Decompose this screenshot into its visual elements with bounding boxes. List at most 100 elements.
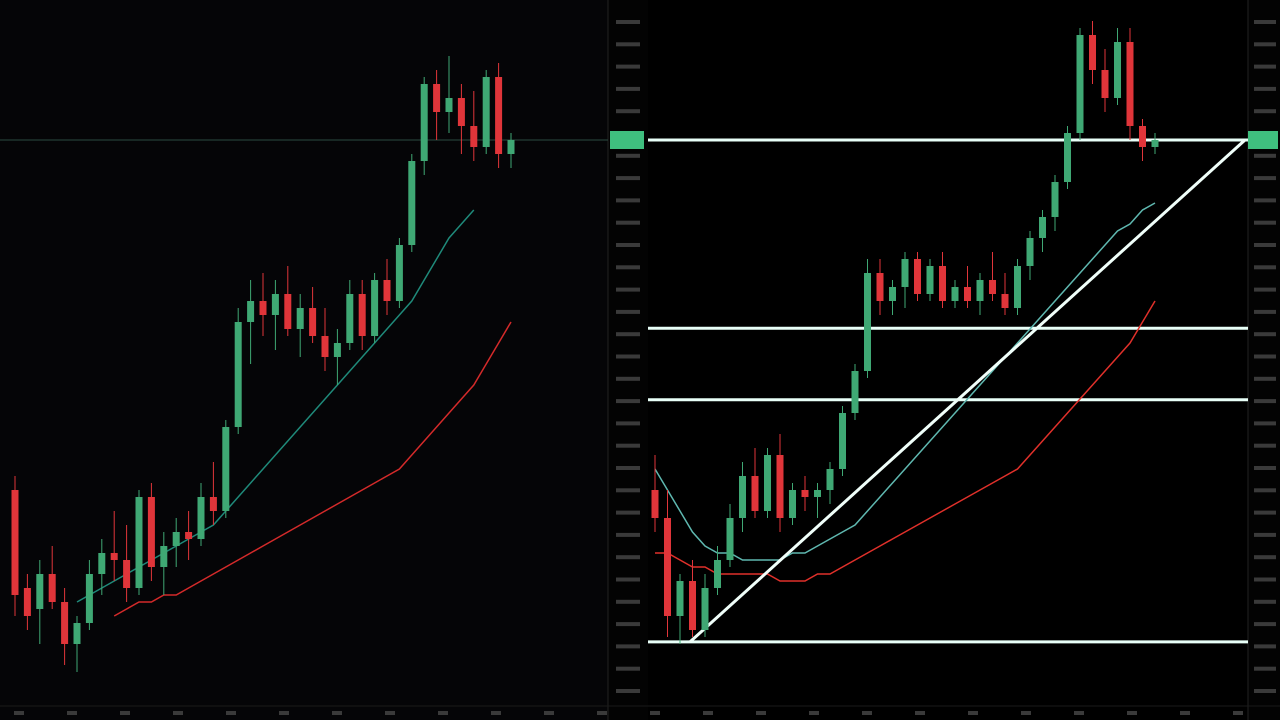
candle-body (457, 98, 465, 126)
candle-body (110, 553, 118, 560)
candle-body (271, 294, 279, 315)
axis-mark (703, 711, 713, 715)
axis-mark (616, 488, 640, 493)
axis-mark (1254, 666, 1276, 671)
candle-body (1089, 35, 1096, 70)
axis-mark (616, 109, 640, 114)
axis-mark (332, 711, 342, 715)
axis-mark (1254, 287, 1276, 292)
axis-decor (14, 20, 1278, 715)
axis-mark (385, 711, 395, 715)
candle-body (234, 322, 242, 427)
axis-mark (1254, 243, 1276, 247)
candle-body (714, 560, 721, 588)
candle-body (383, 280, 391, 301)
axis-mark (226, 711, 236, 715)
candle-body (197, 497, 205, 539)
candle-body (470, 126, 478, 147)
axis-mark (616, 153, 640, 158)
candle-body (147, 497, 155, 567)
axis-mark (1254, 265, 1276, 270)
candle-body (976, 280, 984, 301)
candle-body (664, 518, 671, 616)
axis-mark (1254, 532, 1276, 537)
axis-mark (1127, 711, 1137, 715)
axis-mark (616, 198, 640, 203)
axis-mark (862, 711, 872, 715)
axis-mark (616, 20, 640, 24)
candle-body (676, 581, 684, 616)
candle-body (989, 280, 996, 294)
candle-body (839, 413, 846, 469)
axis-mark (1254, 332, 1276, 337)
axis-mark (1254, 622, 1276, 627)
axis-mark (616, 644, 640, 649)
candle-body (333, 343, 341, 357)
candle-body (445, 98, 453, 112)
axis-mark (616, 532, 640, 537)
candle-body (135, 497, 143, 588)
left-panel (0, 0, 608, 720)
candle-body (48, 574, 56, 602)
axis-mark (616, 86, 640, 91)
axis-mark (1254, 86, 1276, 91)
candle-body (1026, 238, 1034, 266)
axis-mark (616, 555, 640, 560)
moving-average (654, 202, 1156, 561)
candle-body (160, 546, 168, 567)
price-marker (610, 131, 644, 149)
candle-body (247, 301, 255, 322)
candle-body (73, 623, 81, 644)
axis-mark (616, 466, 640, 470)
candle-body (1126, 42, 1134, 126)
candle-body (939, 266, 946, 301)
candle-body (61, 602, 69, 644)
axis-mark (616, 399, 640, 404)
candle-body (689, 581, 696, 630)
axis-mark (1254, 220, 1276, 225)
candle-body (914, 259, 921, 294)
axis-mark (1254, 577, 1276, 582)
candle-body (1039, 217, 1046, 238)
axis-mark (616, 332, 640, 337)
candle-body (1151, 140, 1159, 147)
candle-body (209, 497, 217, 511)
candle-body (764, 455, 771, 511)
candle-body (876, 273, 884, 301)
axis-mark (1254, 354, 1276, 359)
axis-mark (616, 421, 640, 426)
axis-mark (1254, 64, 1276, 69)
axis-mark (616, 309, 640, 314)
candle-body (1051, 182, 1059, 217)
candle-body (98, 553, 106, 574)
moving-average (113, 321, 512, 617)
candle-body (739, 476, 746, 518)
trendline (688, 138, 1247, 644)
candle-body (433, 84, 441, 112)
axis-mark (1254, 689, 1276, 693)
axis-mark (1254, 555, 1276, 560)
candle-body (185, 532, 193, 539)
axis-mark (616, 599, 640, 604)
candle-body (495, 77, 503, 154)
axis-mark (1254, 421, 1276, 426)
candle-body (701, 588, 709, 630)
axis-mark (616, 354, 640, 359)
axis-mark (915, 711, 925, 715)
axis-mark (616, 64, 640, 69)
candle-body (123, 560, 131, 588)
axis-mark (1021, 711, 1031, 715)
candle-body (1014, 266, 1021, 308)
axis-mark (1254, 309, 1276, 314)
candle-body (358, 294, 366, 336)
candle-body (346, 294, 354, 343)
axis-mark (1254, 109, 1276, 114)
moving-average (76, 209, 475, 603)
candle-body (826, 469, 834, 490)
candle-body (789, 490, 796, 518)
candle-body (1076, 35, 1084, 133)
candle-body (851, 371, 859, 413)
candle-body (901, 259, 909, 287)
axis-mark (1254, 466, 1276, 470)
axis-mark (616, 622, 640, 627)
